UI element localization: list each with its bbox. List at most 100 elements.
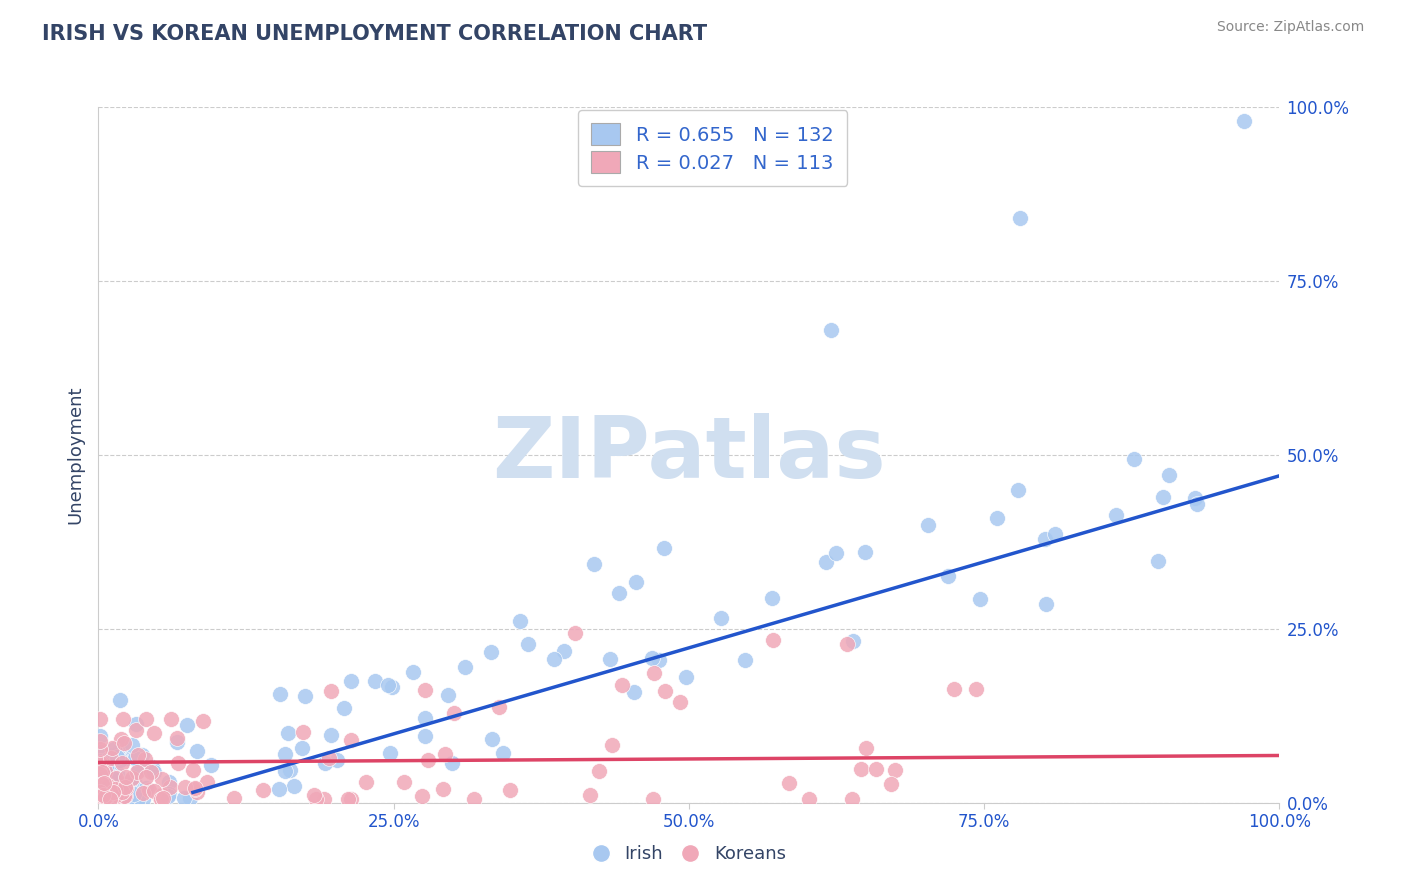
Point (157, 775, 180, 789)
Point (89, 712, 111, 726)
Point (418, 753, 440, 767)
Point (1008, 211, 1031, 226)
Point (294, 689, 316, 703)
Point (734, 653, 756, 667)
Point (110, 780, 132, 795)
Point (588, 764, 610, 778)
Point (1185, 497, 1208, 511)
Point (105, 750, 128, 764)
Point (134, 752, 156, 766)
Point (97, 785, 120, 799)
Point (166, 731, 188, 746)
Point (610, 678, 633, 692)
Point (138, 783, 160, 797)
Point (564, 626, 586, 640)
Point (516, 637, 538, 651)
Point (94, 792, 117, 806)
Point (710, 610, 733, 624)
Point (337, 792, 360, 806)
Point (454, 660, 477, 674)
Point (437, 688, 460, 702)
Point (166, 756, 188, 770)
Point (675, 670, 697, 684)
Point (157, 787, 180, 801)
Point (91, 779, 114, 793)
Point (93, 791, 115, 805)
Point (103, 792, 125, 806)
Point (101, 749, 124, 764)
Point (492, 746, 515, 760)
Point (623, 685, 645, 699)
Point (849, 762, 872, 776)
Point (105, 747, 128, 761)
Point (112, 789, 135, 804)
Point (1035, 532, 1057, 546)
Point (319, 683, 342, 698)
Point (111, 785, 134, 799)
Point (150, 788, 173, 802)
Point (104, 788, 127, 802)
Point (125, 779, 148, 793)
Point (600, 738, 623, 752)
Point (283, 779, 305, 793)
Point (481, 732, 503, 747)
Point (98, 792, 121, 806)
Point (463, 792, 485, 806)
Point (1233, 114, 1256, 128)
Point (607, 586, 630, 600)
Point (118, 774, 141, 789)
Point (865, 763, 887, 777)
Point (103, 792, 125, 806)
Point (824, 546, 846, 560)
Point (965, 682, 987, 697)
Point (195, 775, 218, 789)
Point (159, 780, 181, 795)
Point (90, 745, 112, 759)
Point (143, 725, 166, 739)
Point (413, 729, 436, 743)
Point (110, 693, 132, 707)
Point (986, 511, 1008, 525)
Point (291, 741, 314, 756)
Point (98, 756, 121, 770)
Point (101, 779, 124, 793)
Point (89, 729, 111, 743)
Point (110, 731, 132, 746)
Point (114, 780, 136, 794)
Point (91, 792, 114, 806)
Point (112, 712, 135, 726)
Point (105, 779, 128, 793)
Point (121, 738, 143, 752)
Point (305, 792, 328, 806)
Point (643, 665, 665, 680)
Point (443, 706, 465, 720)
Point (98, 789, 121, 804)
Point (104, 772, 127, 786)
Point (292, 724, 315, 739)
Point (181, 764, 204, 778)
Point (127, 765, 149, 780)
Point (176, 718, 198, 732)
Point (278, 764, 301, 778)
Point (96, 777, 118, 791)
Point (842, 633, 865, 648)
Point (100, 792, 122, 806)
Point (174, 780, 197, 794)
Point (1184, 491, 1206, 506)
Point (364, 674, 387, 689)
Point (543, 652, 565, 666)
Point (114, 751, 136, 765)
Point (91, 778, 114, 792)
Point (104, 785, 127, 799)
Point (101, 770, 124, 784)
Point (90, 774, 112, 789)
Point (761, 591, 783, 606)
Point (150, 772, 173, 786)
Point (1035, 597, 1057, 611)
Point (122, 787, 145, 801)
Point (433, 747, 456, 761)
Point (135, 780, 157, 795)
Point (135, 712, 157, 726)
Text: IRISH VS KOREAN UNEMPLOYMENT CORRELATION CHART: IRISH VS KOREAN UNEMPLOYMENT CORRELATION… (42, 24, 707, 44)
Point (643, 792, 665, 806)
